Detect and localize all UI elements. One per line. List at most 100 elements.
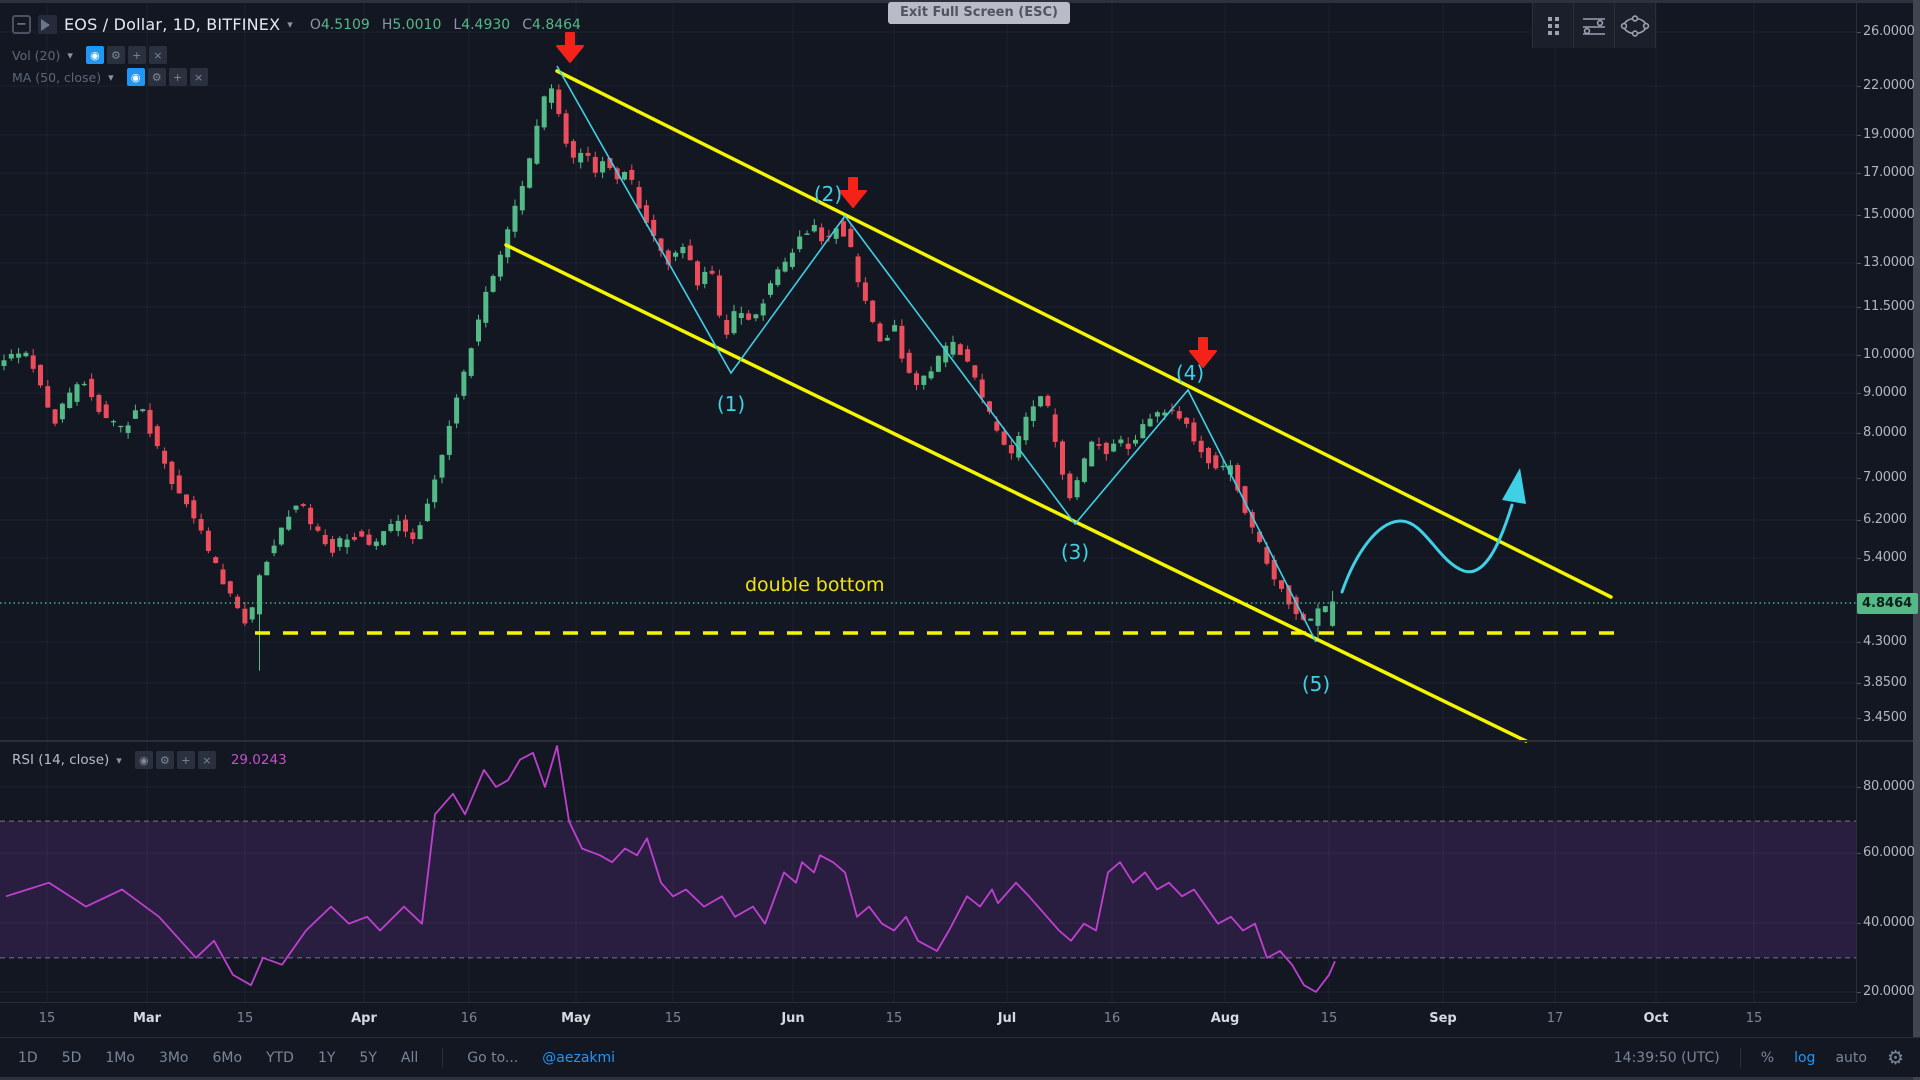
candle	[125, 425, 131, 433]
candle	[220, 569, 226, 585]
volume-indicator-label[interactable]: Vol (20)	[12, 47, 61, 63]
gear-icon[interactable]: ⚙	[106, 46, 125, 64]
candle	[147, 409, 153, 434]
candle	[1045, 395, 1051, 406]
range-all[interactable]: All	[400, 1049, 419, 1066]
settings-gear-icon[interactable]: ⚙	[1886, 1046, 1904, 1069]
candle	[1257, 531, 1263, 543]
range-6mo[interactable]: 6Mo	[212, 1049, 243, 1066]
candle	[1271, 559, 1277, 580]
candle	[52, 409, 58, 424]
projection-arrow-head[interactable]	[1502, 468, 1526, 504]
wave-label[interactable]: (2)	[813, 182, 843, 206]
candle	[191, 500, 197, 519]
candle	[176, 475, 182, 494]
chevron-down-icon[interactable]: ▾	[116, 753, 122, 767]
red-down-arrow[interactable]	[1189, 337, 1217, 368]
range-1y[interactable]: 1Y	[317, 1049, 336, 1066]
candle	[636, 187, 642, 209]
wave-label[interactable]: (3)	[1060, 540, 1090, 564]
candle	[848, 228, 854, 248]
eye-icon[interactable]: ◉	[85, 46, 104, 64]
candle	[490, 276, 496, 292]
eye-icon[interactable]: ◉	[134, 751, 153, 769]
candle	[505, 229, 511, 258]
close-icon[interactable]: ×	[189, 68, 208, 86]
range-5d[interactable]: 5D	[61, 1049, 82, 1066]
candle	[351, 536, 357, 540]
candle	[1060, 441, 1065, 475]
rsi-line	[5, 745, 1336, 993]
object-tree-icon[interactable]	[1615, 3, 1656, 48]
time-axis-label: 16	[1103, 1011, 1121, 1026]
plus-icon[interactable]: +	[168, 68, 187, 86]
candle	[257, 575, 262, 615]
price-axis[interactable]: 4.8464 26.0000 22.0000 19.0000 17.0000 15.00…	[1856, 3, 1918, 1002]
candle	[680, 246, 686, 254]
projection-arrow-line[interactable]	[1340, 503, 1514, 594]
chart-plot-area[interactable]	[0, 0, 1920, 1002]
wave-label[interactable]: (5)	[1301, 672, 1331, 696]
candle	[497, 254, 503, 277]
candle	[607, 158, 613, 169]
close-value: 4.8464	[531, 16, 581, 33]
candle	[687, 245, 693, 261]
candle	[1264, 546, 1270, 564]
candle	[1206, 447, 1211, 464]
candle	[1052, 414, 1058, 442]
wave-label[interactable]: (4)	[1175, 361, 1205, 385]
range-ytd[interactable]: YTD	[266, 1049, 294, 1066]
plus-icon[interactable]: +	[127, 46, 146, 64]
candle	[884, 337, 890, 341]
double-bottom-annotation[interactable]: double bottom	[745, 574, 885, 596]
candle	[738, 313, 744, 319]
candle	[249, 607, 255, 620]
range-3mo[interactable]: 3Mo	[158, 1049, 189, 1066]
red-down-arrow[interactable]	[839, 177, 867, 208]
range-5y[interactable]: 5Y	[359, 1049, 377, 1066]
log-scale-toggle[interactable]: log	[1794, 1049, 1816, 1066]
candle	[629, 169, 635, 180]
ma-indicator-label[interactable]: MA (50, close)	[12, 69, 102, 85]
rsi-value: 29.0243	[230, 752, 287, 768]
candle	[928, 371, 934, 379]
gear-icon[interactable]: ⚙	[147, 68, 166, 86]
time-axis-label: Mar	[132, 1011, 162, 1026]
candle	[921, 375, 927, 385]
candle	[1154, 412, 1160, 417]
auto-scale-toggle[interactable]: auto	[1835, 1049, 1867, 1066]
eye-icon[interactable]: ◉	[126, 68, 145, 86]
chevron-down-icon[interactable]: ▾	[287, 18, 293, 31]
candle	[213, 557, 219, 564]
chevron-down-icon[interactable]: ▾	[108, 70, 114, 84]
chevron-down-icon[interactable]: ▾	[67, 48, 73, 62]
collapse-panel-icon[interactable]: −	[12, 15, 31, 34]
candle	[833, 228, 839, 239]
symbol-header: − EOS / Dollar, 1D, BITFINEX ▾ O4.5109 H…	[12, 15, 581, 34]
user-handle-link[interactable]: @aezakmi	[542, 1049, 616, 1066]
drag-grid-icon[interactable]	[1532, 3, 1574, 48]
rsi-indicator-row: RSI (14, close) ▾ ◉ ⚙ + × 29.0243	[12, 751, 287, 769]
rsi-band	[0, 821, 1856, 958]
indicators-sliders-icon[interactable]	[1574, 3, 1615, 48]
wave-label[interactable]: (1)	[716, 392, 746, 416]
percent-scale-toggle[interactable]: %	[1760, 1049, 1775, 1066]
close-icon[interactable]: ×	[148, 46, 167, 64]
range-1mo[interactable]: 1Mo	[105, 1049, 135, 1066]
candle	[643, 205, 649, 223]
goto-button[interactable]: Go to...	[467, 1049, 519, 1066]
red-down-arrow[interactable]	[556, 32, 584, 63]
channel-lower-line[interactable]	[504, 243, 1528, 743]
range-1d[interactable]: 1D	[18, 1049, 38, 1066]
candle	[154, 426, 160, 447]
rsi-indicator-label[interactable]: RSI (14, close)	[12, 752, 110, 768]
channel-upper-line[interactable]	[555, 69, 1613, 599]
time-axis[interactable]: 15 Mar 15 Apr 16 May 15 Jun 15 Jul 16 Aug 15 Sep 17 Oct…	[0, 1002, 1856, 1037]
candle	[746, 313, 752, 320]
gear-icon[interactable]: ⚙	[155, 751, 174, 769]
symbol-title[interactable]: EOS / Dollar, 1D, BITFINEX	[64, 15, 281, 34]
close-icon[interactable]: ×	[197, 751, 216, 769]
elliott-zigzag-line[interactable]	[556, 65, 1317, 643]
plus-icon[interactable]: +	[176, 751, 195, 769]
rsi-axis-label: 40.0000	[1857, 915, 1915, 930]
